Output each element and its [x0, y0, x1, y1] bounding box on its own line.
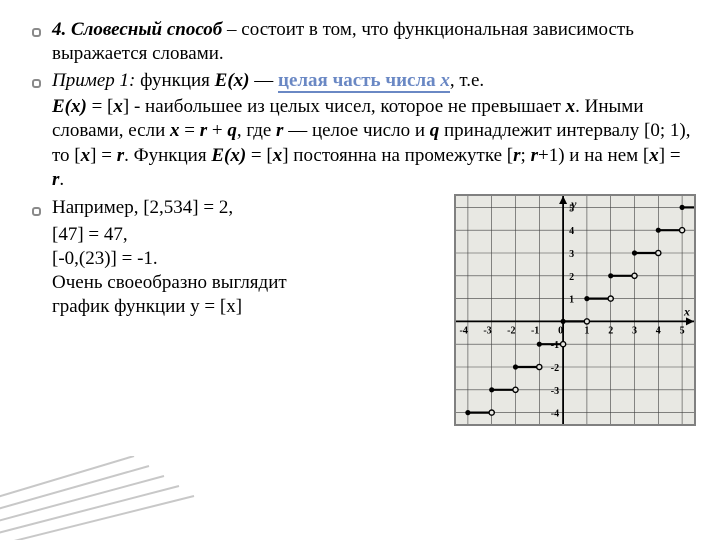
svg-text:y: y: [569, 197, 577, 211]
svg-text:2: 2: [608, 326, 613, 337]
svg-text:-2: -2: [507, 326, 515, 337]
svg-text:4: 4: [569, 226, 574, 237]
decorative-corner-lines: [0, 456, 204, 540]
svg-text:-2: -2: [551, 363, 559, 374]
continuation-paragraph: E(x) = [x] - наибольшее из целых чисел, …: [32, 95, 696, 192]
svg-text:-3: -3: [483, 326, 491, 337]
svg-text:2: 2: [569, 272, 574, 283]
highlight-integer-part: целая часть числа x: [278, 70, 450, 93]
bullet-example-1: Пример 1: функция E(x) — целая часть чис…: [32, 69, 696, 93]
bullet-example-values: Например, [2,534] = 2,: [32, 196, 448, 220]
bullet-verbal-method: 4. Словесный способ – состоит в том, что…: [32, 18, 696, 67]
lead-bold: 4. Словесный способ: [52, 19, 222, 40]
example-value-neg: [-0,(23)] = -1.: [32, 247, 448, 271]
example-value-47: [47] = 47,: [32, 223, 448, 247]
graph-equation-line: график функции y = [x]: [32, 295, 448, 319]
svg-text:3: 3: [569, 249, 574, 260]
svg-text:-4: -4: [551, 409, 559, 420]
svg-text:-4: -4: [460, 326, 468, 337]
svg-text:4: 4: [656, 326, 661, 337]
svg-text:-3: -3: [551, 386, 559, 397]
svg-text:1: 1: [569, 295, 574, 306]
svg-text:3: 3: [632, 326, 637, 337]
svg-text:1: 1: [584, 326, 589, 337]
svg-text:-1: -1: [531, 326, 539, 337]
svg-text:5: 5: [680, 326, 685, 337]
svg-text:x: x: [683, 305, 690, 319]
graph-intro-line: Очень своеобразно выглядит: [32, 271, 448, 295]
svg-text:0: 0: [558, 326, 563, 337]
svg-text:-1: -1: [551, 340, 559, 351]
floor-function-chart: -4-3-2-1012345-4-3-2-112345xy: [454, 194, 696, 426]
slide: 4. Словесный способ – состоит в том, что…: [0, 0, 720, 540]
